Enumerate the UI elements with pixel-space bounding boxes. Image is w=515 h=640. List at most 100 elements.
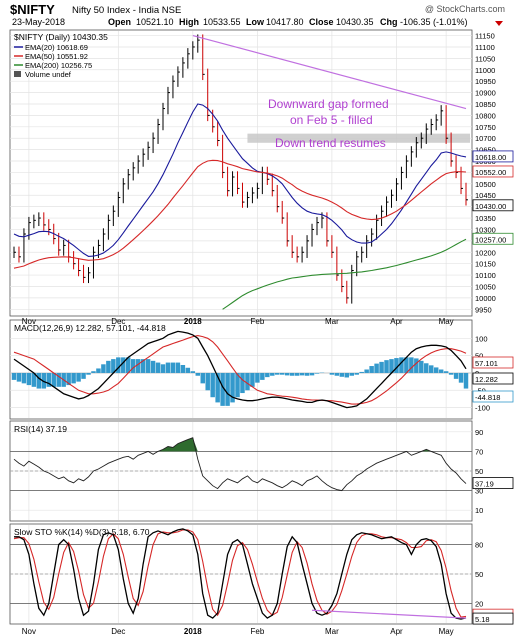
macd-histogram-bar xyxy=(334,372,340,376)
macd-histogram-bar xyxy=(364,369,369,373)
ema200-line xyxy=(222,238,467,310)
macd-histogram-bar xyxy=(379,361,384,373)
macd-histogram-bar xyxy=(275,372,280,375)
macd-histogram-bar xyxy=(438,369,444,373)
y-tick-label: 10850 xyxy=(475,100,496,109)
ema20-line xyxy=(13,103,467,257)
y-tick-label: 80 xyxy=(475,541,483,550)
y-tick-label: 10650 xyxy=(475,146,496,155)
macd-histogram-bar xyxy=(76,372,81,382)
macd-signal-line xyxy=(13,335,467,405)
sto-k-line xyxy=(14,528,467,620)
sto-k-value: 5.18 xyxy=(475,615,490,624)
macd-histogram-bar xyxy=(309,372,315,376)
macd-histogram-bar xyxy=(155,362,161,373)
x-tick-label: Nov xyxy=(22,317,36,326)
macd-histogram-bar xyxy=(284,372,290,376)
x-tick-label: May xyxy=(439,627,454,636)
symbol: $NIFTY xyxy=(10,2,55,17)
macd-histogram-bar xyxy=(453,372,459,379)
macd-histogram-bar xyxy=(250,372,255,387)
y-tick-label: 9950 xyxy=(475,305,492,314)
macd-histogram-bar xyxy=(185,367,191,373)
copyright: @ StockCharts.com xyxy=(425,4,505,14)
macd-histogram-bar xyxy=(409,357,414,373)
macd-histogram-bar xyxy=(299,372,305,376)
low-label: Low xyxy=(246,17,265,27)
macd-signal-value: 57.101 xyxy=(475,359,498,368)
gap-band xyxy=(247,133,470,143)
legend-ema200: EMA(200) 10256.75 xyxy=(25,61,92,70)
macd-histogram-bar xyxy=(145,359,151,373)
x-tick-label: Apr xyxy=(390,317,403,326)
y-tick-label: 70 xyxy=(475,447,483,456)
ema50-value-label: 10552.00 xyxy=(475,168,506,177)
macd-histogram-bar xyxy=(369,366,374,373)
macd-histogram-bar xyxy=(170,362,176,373)
y-tick-label: 50 xyxy=(475,467,483,476)
rsi-overbought-fill xyxy=(158,437,432,452)
macd-histogram-bar xyxy=(106,360,111,373)
y-tick-label: 10200 xyxy=(475,248,496,257)
macd-histogram-bar xyxy=(200,372,205,384)
y-tick-label: 100 xyxy=(475,334,488,343)
legend-volume-swatch xyxy=(14,71,21,77)
macd-histogram-bar xyxy=(428,365,434,373)
x-tick-label: Dec xyxy=(111,627,125,636)
macd-histogram-bar xyxy=(389,359,394,373)
macd-histogram-bar xyxy=(240,372,245,394)
macd-line xyxy=(13,330,467,409)
x-tick-label: 2018 xyxy=(184,627,202,636)
legend-main: $NIFTY (Daily) 10430.35 xyxy=(14,32,108,42)
close-label: Close xyxy=(309,17,334,27)
y-tick-label: 10900 xyxy=(475,89,496,98)
high-value: 10533.55 xyxy=(203,17,241,27)
y-tick-label: 10 xyxy=(475,506,483,515)
macd-histogram-bar xyxy=(81,372,86,379)
chg-value: -106.35 (-1.01%) xyxy=(400,17,468,27)
sto-trendline xyxy=(311,609,467,619)
close-value: 10430.35 xyxy=(336,17,374,27)
macd-histogram-bar xyxy=(265,372,270,378)
macd-histogram-bar xyxy=(86,372,91,375)
macd-histogram-bar xyxy=(245,372,250,391)
x-tick-label: Mar xyxy=(325,317,339,326)
macd-histogram-bar xyxy=(230,372,235,403)
low-value: 10417.80 xyxy=(266,17,304,27)
macd-histogram-bar xyxy=(354,372,359,375)
macd-histogram-bar xyxy=(414,358,419,373)
chart-header: $NIFTY Nifty 50 Index - India NSE @ Stoc… xyxy=(10,2,505,27)
macd-histogram-bar xyxy=(36,372,42,389)
macd-histogram-bar xyxy=(448,372,454,375)
macd-histogram-bar xyxy=(26,372,32,386)
x-tick-label: Nov xyxy=(22,627,36,636)
x-tick-label: Feb xyxy=(250,627,264,636)
x-tick-label: Feb xyxy=(250,317,264,326)
annotation-gap: Downward gap formed xyxy=(268,97,389,111)
y-tick-label: 50 xyxy=(475,570,483,579)
macd-histogram-bar xyxy=(225,372,230,406)
y-tick-label: 10000 xyxy=(475,294,496,303)
legend-volume: Volume undef xyxy=(25,70,72,79)
rsi-title: RSI(14) 37.19 xyxy=(14,424,67,434)
y-tick-label: 10800 xyxy=(475,111,496,120)
gap-zone xyxy=(247,133,470,143)
macd-histogram-bar xyxy=(235,372,240,398)
y-tick-label: 90 xyxy=(475,428,483,437)
macd-histogram-bar xyxy=(279,372,285,375)
macd-histogram-bar xyxy=(91,371,96,373)
ema50-value-label-box xyxy=(472,165,514,178)
price-bars xyxy=(13,34,468,304)
macd-histogram-bar xyxy=(344,372,350,378)
quote-date: 23-May-2018 xyxy=(12,17,65,27)
gridlines xyxy=(10,31,472,623)
tick-labels: Nov Nov Dec Dec 2018 2018 Feb Feb Mar Mar Apr Apr Ma… xyxy=(22,32,514,636)
macd-histogram-bar xyxy=(289,372,295,376)
y-tick-label: 10700 xyxy=(475,134,496,143)
series-lines xyxy=(11,34,469,620)
y-tick-label: 11050 xyxy=(475,54,495,63)
y-tick-label: 10050 xyxy=(475,282,496,291)
macd-histogram-bar xyxy=(270,372,275,376)
x-tick-label: 2018 xyxy=(184,317,202,326)
macd-histogram-bar xyxy=(458,372,464,383)
